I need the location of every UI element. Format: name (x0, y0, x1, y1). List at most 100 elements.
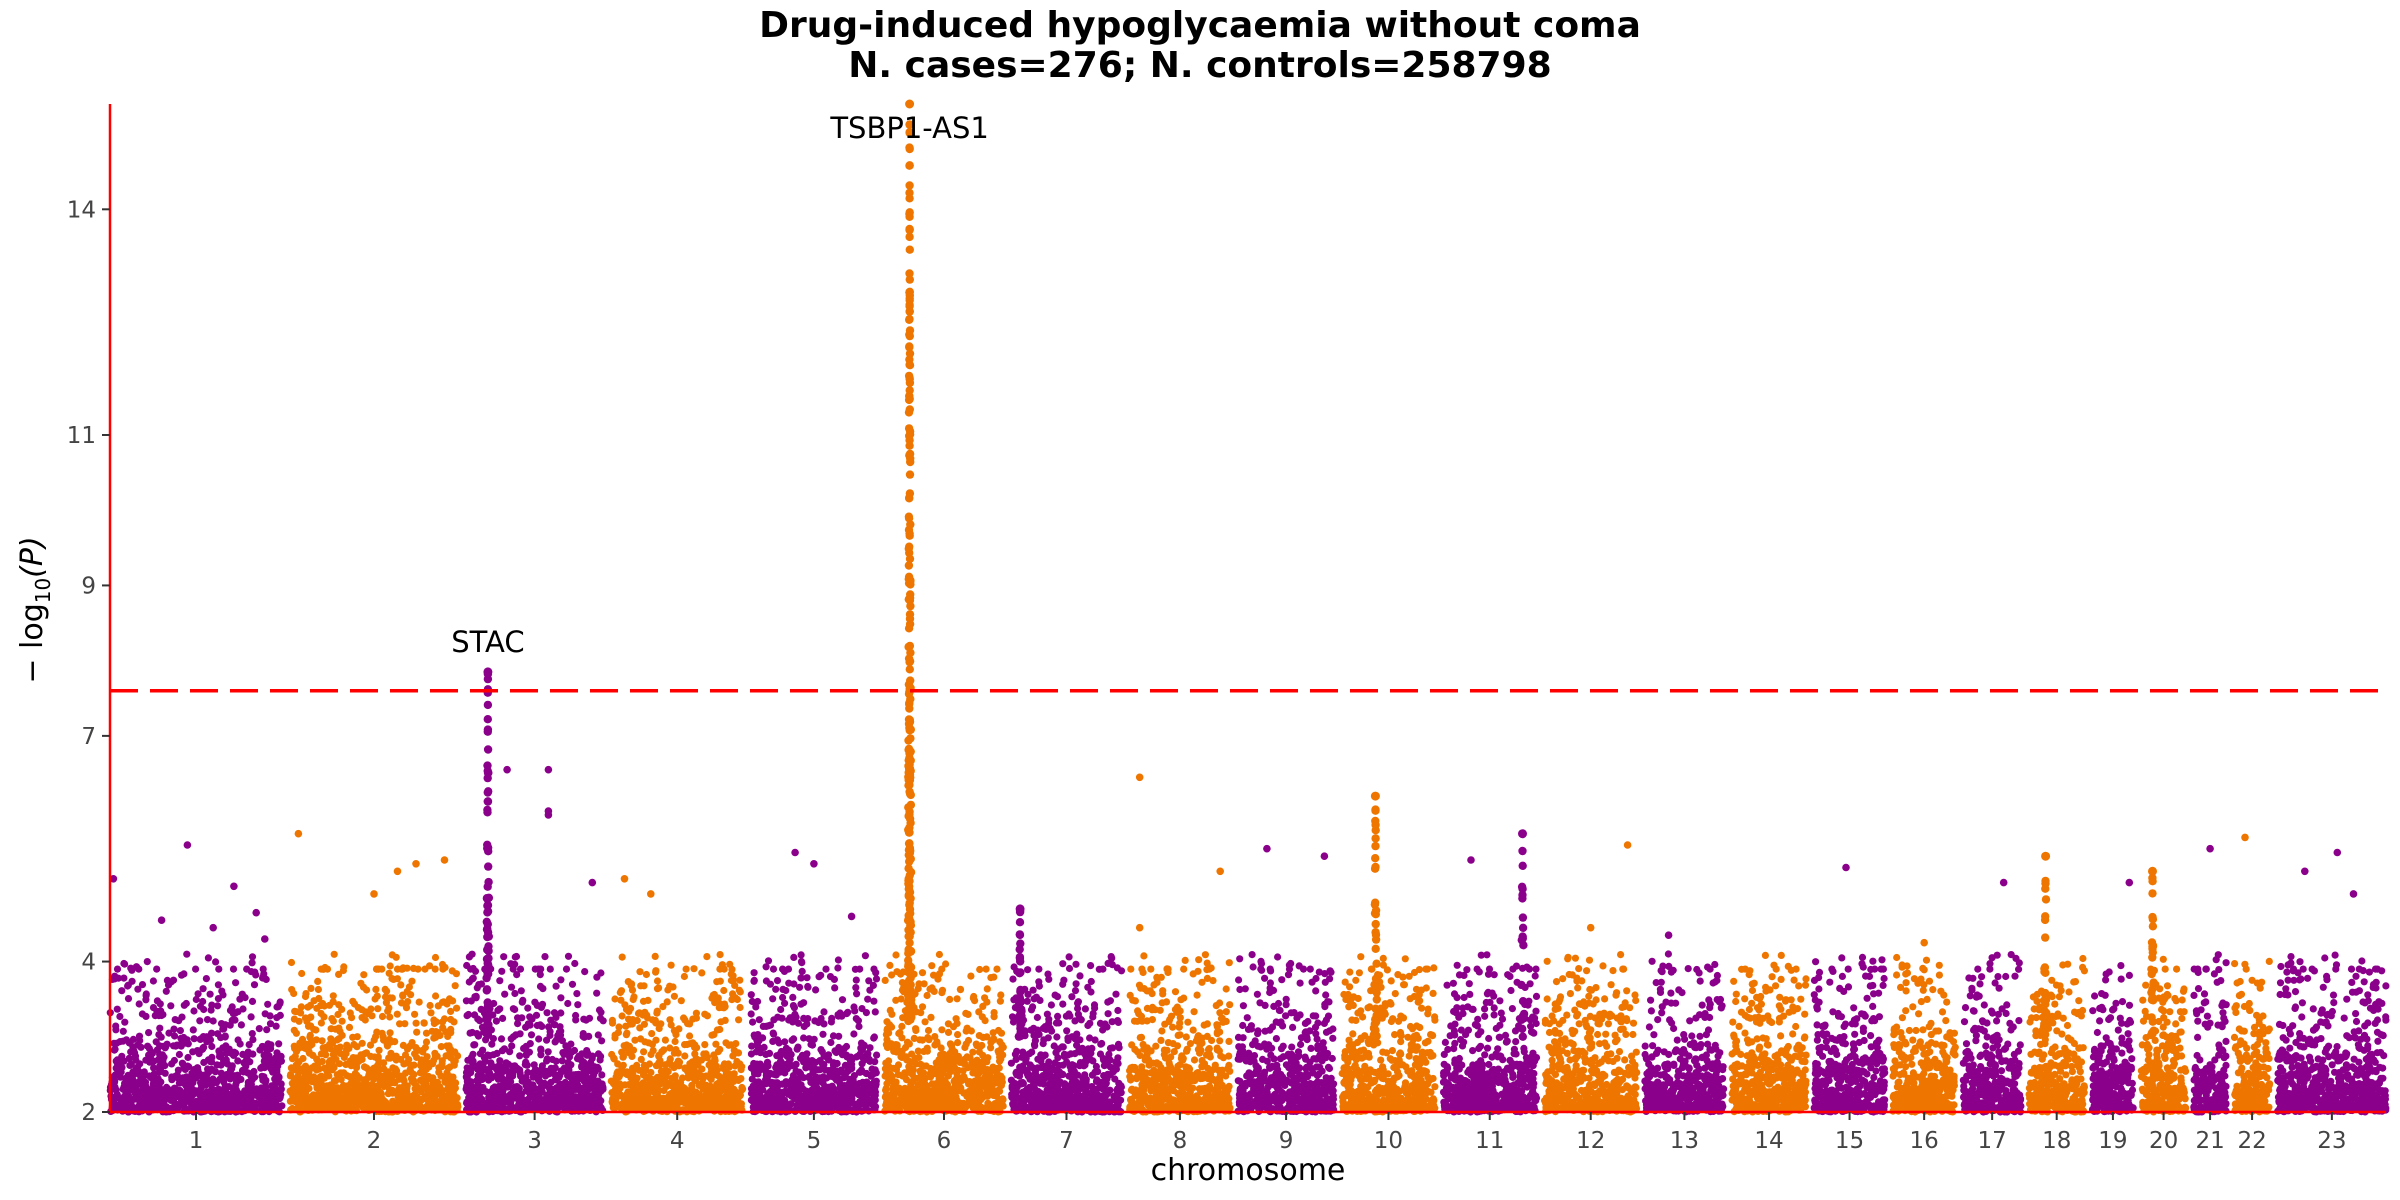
snp-point (345, 1023, 354, 1031)
snp-point (720, 986, 728, 995)
snp-point (897, 970, 905, 978)
snp-point (184, 1053, 192, 1062)
snp-point (982, 965, 990, 973)
snp-point (275, 1040, 283, 1048)
snp-point (892, 1065, 901, 1073)
snp-point (698, 1065, 706, 1073)
snp-point (182, 1073, 190, 1081)
snp-point (975, 1048, 984, 1056)
snp-point (597, 1087, 605, 1096)
snp-point (614, 1060, 622, 1068)
snp-point (969, 1079, 978, 1087)
snp-point (410, 1100, 418, 1108)
snp-point (523, 1061, 531, 1069)
snp-point (288, 1079, 296, 1087)
snp-point (537, 1045, 545, 1053)
snp-point (798, 967, 806, 976)
snp-point (557, 994, 565, 1002)
snp-point (817, 971, 825, 979)
snp-point (779, 965, 787, 973)
snp-point (434, 1029, 442, 1037)
snp-point (692, 1074, 700, 1082)
snp-point (290, 989, 298, 998)
snp-point (427, 1009, 435, 1017)
snp-point (938, 989, 946, 997)
snp-point (951, 1092, 959, 1100)
snp-point (672, 1031, 680, 1039)
snp-point (412, 1019, 420, 1027)
snp-point (245, 1041, 253, 1049)
snp-point (232, 1049, 240, 1057)
snp-point (438, 1089, 446, 1097)
snp-point (180, 1093, 188, 1101)
snp-point (892, 951, 900, 959)
snp-point (731, 1062, 739, 1070)
snp-point (507, 1078, 515, 1086)
snp-point (486, 1052, 494, 1060)
snp-point (870, 997, 878, 1005)
snp-point (239, 1050, 247, 1058)
snp-point (511, 1062, 519, 1070)
snp-point (618, 1012, 626, 1020)
snp-point (735, 1016, 743, 1024)
snp-point (415, 998, 423, 1006)
snp-point (388, 1089, 397, 1097)
snp-point (427, 1092, 435, 1101)
snp-point (450, 1018, 458, 1026)
snp-point (208, 1058, 216, 1066)
snp-point (269, 1085, 277, 1093)
snp-point (643, 1091, 651, 1099)
snp-point (999, 1095, 1007, 1103)
snp-point (199, 1044, 207, 1052)
snp-point (594, 1063, 602, 1071)
snp-point (824, 1085, 832, 1093)
snp-point (403, 1045, 412, 1053)
snp-point (736, 1003, 744, 1012)
snp-point (564, 952, 573, 960)
snp-point (693, 1055, 701, 1063)
snp-point (132, 1065, 140, 1074)
snp-point (608, 1019, 617, 1027)
snp-point (800, 1022, 808, 1031)
snp-point (328, 1066, 336, 1074)
snp-point (790, 953, 798, 962)
snp-point (732, 1049, 740, 1057)
snp-point (820, 1008, 828, 1016)
snp-point (392, 1054, 400, 1062)
snp-point (842, 1051, 851, 1059)
snp-point (120, 974, 128, 982)
snp-point (373, 992, 381, 1000)
snp-point (574, 1001, 582, 1009)
snp-point (334, 1089, 343, 1097)
snp-point (945, 1065, 953, 1073)
snp-point (119, 1085, 127, 1093)
snp-point (628, 980, 636, 988)
snp-point (733, 1100, 742, 1108)
snp-point (124, 995, 133, 1003)
snp-point (289, 1093, 297, 1101)
snp-point (698, 969, 706, 977)
snp-point (666, 1098, 674, 1106)
snp-point (438, 960, 447, 969)
snp-point (990, 1009, 998, 1017)
snp-point (942, 960, 950, 968)
snp-point (993, 965, 1001, 973)
snp-point (192, 965, 200, 973)
snp-point (359, 983, 368, 991)
snp-point (750, 1089, 758, 1097)
snp-point (388, 975, 396, 983)
snp-point (622, 1031, 631, 1039)
snp-point (232, 979, 240, 987)
snp-point (908, 1050, 916, 1058)
snp-point (997, 1078, 1005, 1086)
snp-point (670, 992, 679, 1000)
snp-point (179, 1060, 187, 1068)
snp-point (131, 1095, 139, 1103)
snp-point (785, 1016, 793, 1024)
snp-point (543, 1009, 551, 1017)
snp-point (719, 1062, 728, 1070)
snp-point (535, 1035, 543, 1043)
snp-point (498, 1047, 506, 1055)
snp-point (184, 1078, 192, 1086)
chart-subtitle: N. cases=276; N. controls=258798 (848, 45, 1552, 86)
